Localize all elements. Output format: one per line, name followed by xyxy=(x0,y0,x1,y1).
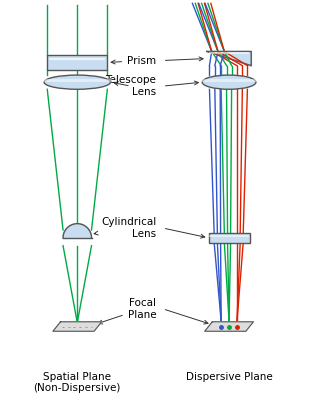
Ellipse shape xyxy=(44,75,110,89)
Text: Focal
Plane: Focal Plane xyxy=(98,298,156,324)
Polygon shape xyxy=(207,52,251,66)
Text: Dispersive Plane: Dispersive Plane xyxy=(186,372,272,382)
Text: Cylindrical
Lens: Cylindrical Lens xyxy=(94,217,156,239)
Ellipse shape xyxy=(202,75,256,89)
Polygon shape xyxy=(205,322,253,331)
Bar xyxy=(209,233,250,242)
Text: Spatial Plane
(Non-Dispersive): Spatial Plane (Non-Dispersive) xyxy=(33,372,121,394)
Polygon shape xyxy=(53,322,102,331)
Polygon shape xyxy=(63,224,92,238)
Text: Prism: Prism xyxy=(111,56,156,66)
Text: Telescope
Lens: Telescope Lens xyxy=(106,75,156,97)
Bar xyxy=(47,54,107,70)
